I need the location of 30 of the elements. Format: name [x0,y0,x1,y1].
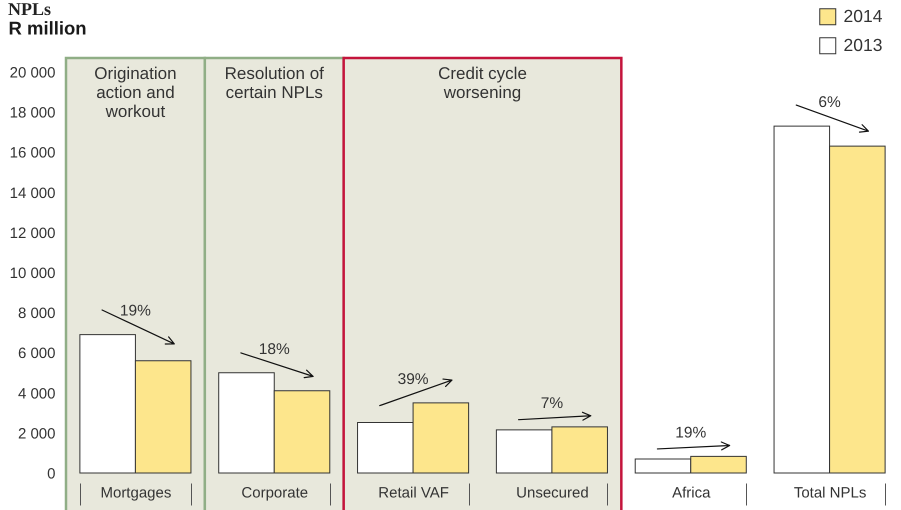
y-tick-label: 8 000 [18,305,56,322]
y-tick-label: 10 000 [10,265,56,282]
annotation: 19% [120,302,152,320]
annotation: 19% [675,424,706,442]
chart-title: NPLs [8,0,52,19]
band-label: Resolution of certain NPLs [224,64,324,102]
y-tick-label: 14 000 [10,184,56,202]
y-tick-label: 12 000 [10,224,56,242]
legend-label: 2014 [844,6,883,26]
x-tick-label: Mortgages [100,484,172,502]
x-tick-label: Retail VAF [378,484,449,502]
y-tick-label: 18 000 [10,104,56,122]
annotation: 7% [540,394,564,412]
y-tick-label: 4 000 [18,385,56,402]
x-tick-label: Total NPLs [794,484,866,502]
y-axis-title: R million [8,18,87,38]
x-tick-label: Corporate [241,484,308,502]
legend-label: 2013 [844,34,882,55]
y-tick-label: 16 000 [10,144,56,162]
band-label: Origination action and workout [94,64,177,121]
band-label: Credit cycle worsening [438,64,527,102]
y-tick-label: 2 000 [18,425,56,442]
y-tick-label: 20 000 [10,64,56,82]
annotation: 18% [258,340,290,358]
annotation: 39% [398,370,429,388]
y-tick-label: 0 [47,466,56,482]
y-tick-label: 6 000 [18,345,56,362]
x-tick-label: Unsecured [516,484,589,502]
annotation: 6% [818,94,841,112]
x-tick-label: Africa [672,484,712,502]
